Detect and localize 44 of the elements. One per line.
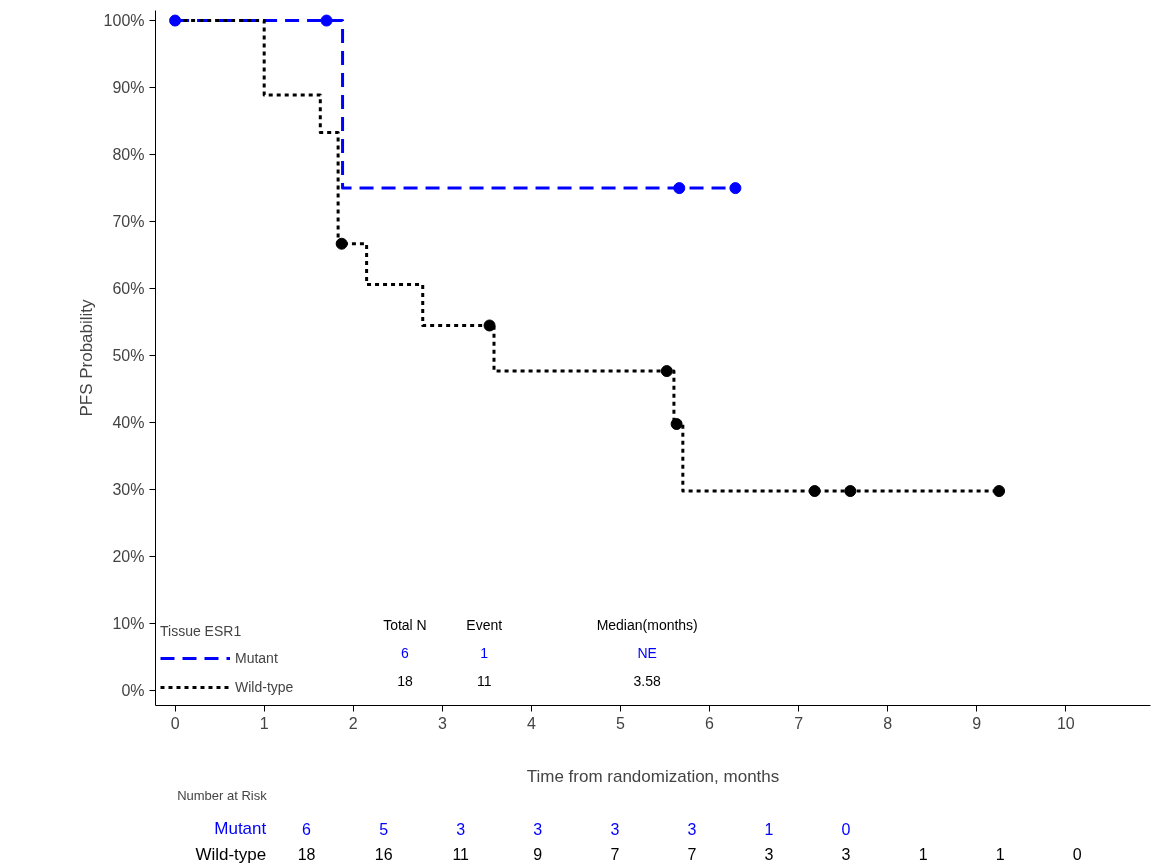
point	[483, 319, 496, 332]
y-tick-label: 100%	[103, 12, 145, 30]
y-tick-label: 90%	[112, 79, 145, 97]
y-tick-label: 50%	[112, 347, 145, 365]
y-tick-label: 80%	[112, 146, 145, 164]
x-tick-label: 9	[972, 714, 982, 732]
x-tick-label: 5	[616, 714, 626, 732]
y-axis-title: PFS Probability	[76, 298, 96, 417]
x-tick-label: 0	[170, 714, 180, 732]
text: Mutant 6 5 3 3 3 3 1 0	[214, 819, 851, 839]
y-tick-label: 30%	[112, 481, 145, 499]
y-tick-label: 20%	[112, 548, 145, 566]
x-tick-label: 1	[259, 714, 269, 732]
point	[993, 485, 1006, 498]
point	[808, 485, 821, 498]
x-tick-label: 8	[883, 714, 893, 732]
x-tick-label: 6	[705, 714, 715, 732]
legend-label: Wild-type	[235, 678, 294, 697]
legend-title: Tissue ESR1	[160, 623, 243, 639]
point	[844, 485, 857, 498]
x-tick-label: 7	[794, 714, 804, 732]
y-tick-label: 70%	[112, 213, 145, 231]
x-tick-label: 4	[526, 714, 536, 732]
text: 6 1 NE	[401, 644, 657, 661]
legend-label: Mutant	[235, 649, 278, 668]
x-tick-label: 10	[1056, 714, 1075, 732]
x-axis-title: Time from randomization, months	[526, 766, 780, 786]
point	[673, 182, 686, 195]
y-tick-label: 40%	[112, 414, 145, 432]
y-tick-label: 10%	[112, 615, 145, 633]
text: 18 11 3.58	[397, 672, 661, 689]
point	[729, 182, 742, 195]
x-tick-label: 3	[437, 714, 447, 732]
text: Total N Event Median(months)	[383, 616, 698, 633]
y-tick-label: 60%	[112, 280, 145, 298]
y-tick-label: 0%	[121, 682, 145, 700]
text: Wild-type 18 16 11 9 7 7 3 3 1 1 0	[195, 844, 1082, 864]
point	[320, 14, 333, 27]
text: Number at Risk	[177, 788, 268, 804]
point	[660, 365, 673, 378]
point	[335, 237, 348, 250]
point	[169, 14, 182, 27]
point	[670, 418, 683, 430]
x-tick-label: 2	[348, 714, 358, 732]
